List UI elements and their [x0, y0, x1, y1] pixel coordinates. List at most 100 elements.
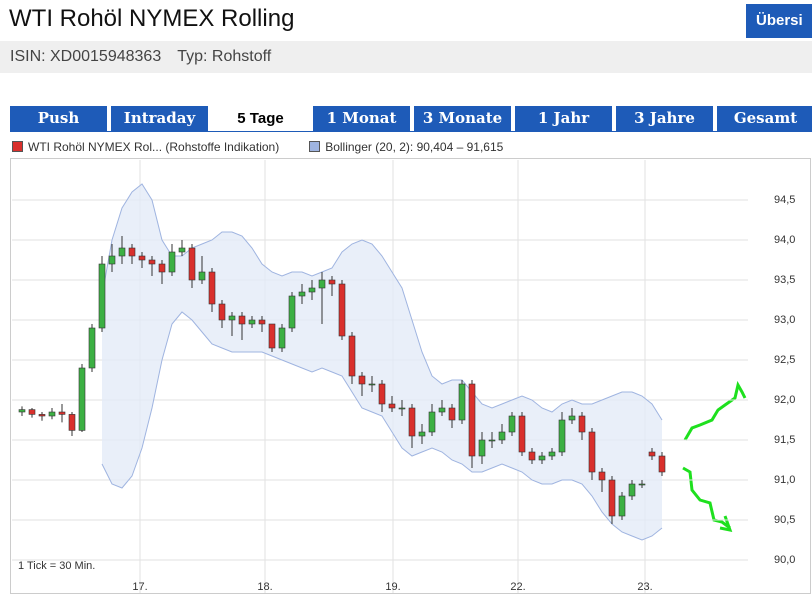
legend: WTI Rohöl NYMEX Rol... (Rohstoffe Indika…: [12, 140, 503, 154]
candle-body: [548, 451, 556, 457]
candle-body: [488, 439, 496, 442]
x-tick-label: 19.: [385, 581, 400, 593]
candle-body: [208, 271, 216, 305]
candle-body: [578, 415, 586, 433]
legend-entry: WTI Rohöl NYMEX Rol... (Rohstoffe Indika…: [12, 140, 279, 154]
candle-body: [658, 455, 666, 473]
candle-body: [478, 439, 486, 457]
candle-body: [538, 455, 546, 461]
candle-body: [268, 323, 276, 349]
arrow-down-annotation: [682, 466, 731, 530]
candle-body: [638, 483, 646, 486]
candle-body: [338, 283, 346, 337]
candle-body: [348, 335, 356, 377]
candle-body: [518, 415, 526, 453]
candle-body: [328, 279, 336, 285]
x-tick-label: 18.: [257, 581, 272, 593]
candle-body: [48, 411, 56, 417]
candle-body: [358, 375, 366, 385]
candle-body: [188, 247, 196, 281]
candle-body: [98, 263, 106, 329]
candle-body: [438, 407, 446, 413]
y-tick-label: 92,5: [774, 354, 795, 366]
candle-body: [558, 419, 566, 453]
candle-body: [398, 407, 406, 410]
candle-body: [28, 409, 36, 415]
tab[interactable]: Gesamt: [717, 106, 812, 131]
tab[interactable]: 1 Monat: [313, 106, 410, 131]
candle-body: [68, 414, 76, 431]
candle-body: [178, 247, 186, 253]
tab[interactable]: 5 Tage: [212, 106, 309, 131]
candle-body: [78, 367, 86, 431]
tab[interactable]: 3 Jahre: [616, 106, 713, 131]
candle-body: [88, 327, 96, 369]
y-tick-label: 91,5: [774, 434, 795, 446]
candle-body: [108, 255, 116, 265]
x-tick-label: 17.: [132, 581, 147, 593]
legend-swatch: [309, 141, 321, 152]
candle-body: [308, 287, 316, 293]
arrow-up-annotation: [683, 380, 747, 441]
y-tick-label: 91,0: [774, 474, 795, 486]
tab[interactable]: 1 Jahr: [515, 106, 612, 131]
note: 1 Tick = 30 Min.: [18, 560, 95, 572]
y-tick-label: 90,0: [774, 554, 795, 566]
candle-body: [128, 247, 136, 257]
candle-body: [238, 315, 246, 325]
y-tick-label: 92,0: [774, 394, 795, 406]
tab[interactable]: Intraday: [111, 106, 208, 131]
candle-body: [648, 451, 656, 457]
candle-body: [448, 407, 456, 421]
y-tick-label: 90,5: [774, 514, 795, 526]
candle-body: [468, 383, 476, 457]
overview-button[interactable]: Übersi: [746, 4, 812, 38]
candle-body: [628, 483, 636, 497]
tab-bar: Push Intraday 5 Tage 1 Monat 3 Monate 1 Jahr 3…: [10, 106, 812, 132]
y-tick-label: 94,0: [774, 234, 795, 246]
candle-body: [598, 471, 606, 481]
candle-body: [318, 279, 326, 289]
candle-body: [608, 479, 616, 517]
candle-body: [428, 411, 436, 433]
candle-body: [228, 315, 236, 321]
candle-body: [508, 415, 516, 433]
tab[interactable]: Push: [10, 106, 107, 131]
candle-body: [278, 327, 286, 349]
legend-label: Bollinger (20, 2): 90,404 – 91,615: [325, 140, 504, 154]
x-tick-label: 22.: [510, 581, 525, 593]
arrow-head: [719, 515, 733, 532]
candle-body: [58, 411, 66, 415]
candle-body: [588, 431, 596, 473]
legend-swatch: [12, 141, 23, 152]
y-tick-label: 93,5: [774, 274, 795, 286]
candle-body: [38, 414, 46, 417]
y-tick-label: 94,5: [774, 194, 795, 206]
legend-label: WTI Rohöl NYMEX Rol... (Rohstoffe Indika…: [28, 140, 280, 154]
title: WTI Rohöl NYMEX Rolling: [9, 5, 295, 32]
bollinger-upper: [101, 183, 663, 421]
candle-body: [218, 303, 226, 321]
bollinger-lower: [101, 311, 663, 541]
candle-body: [418, 431, 426, 437]
candle-body: [138, 255, 146, 261]
candle-body: [368, 383, 376, 386]
candle-body: [378, 383, 386, 405]
candle-body: [298, 291, 306, 297]
candle-body: [18, 409, 26, 413]
candle-body: [198, 271, 206, 281]
candle-body: [258, 319, 266, 325]
tab[interactable]: 3 Monate: [414, 106, 511, 131]
candle-body: [498, 431, 506, 441]
legend-entry: Bollinger (20, 2): 90,404 – 91,615: [309, 140, 503, 154]
candle-body: [158, 263, 166, 273]
candle-body: [458, 383, 466, 421]
candle-body: [408, 407, 416, 437]
candle-body: [148, 259, 156, 265]
x-tick-label: 23.: [637, 581, 652, 593]
isin: ISIN: XD0015948363: [10, 48, 162, 65]
